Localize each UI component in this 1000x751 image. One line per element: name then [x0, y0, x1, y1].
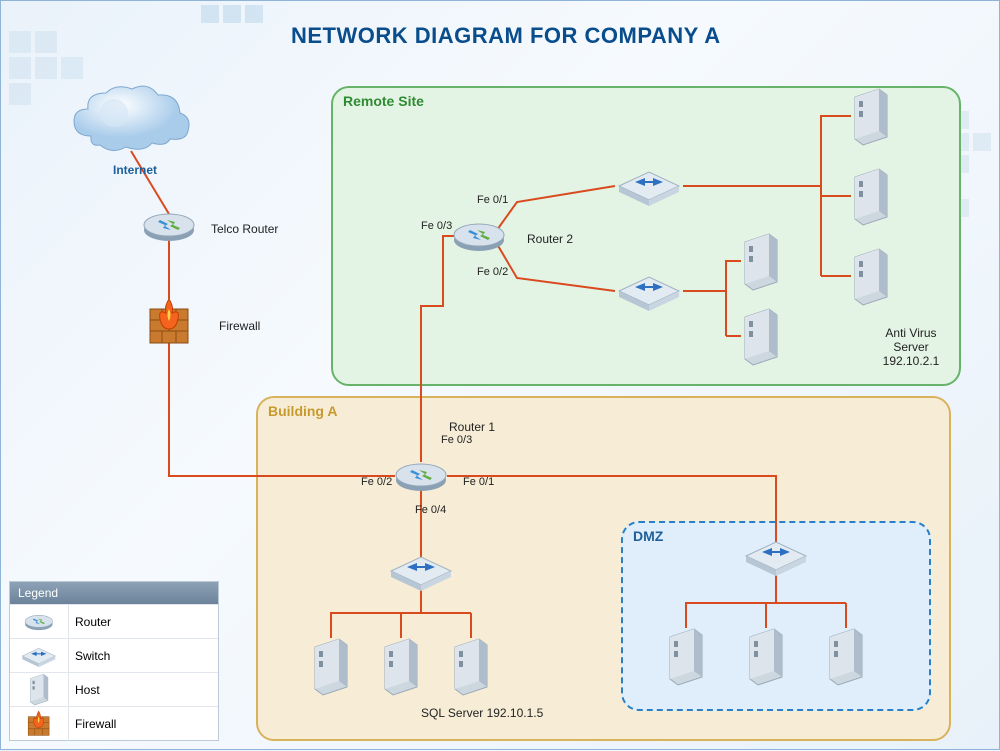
page-title: NETWORK DIAGRAM FOR COMPANY A — [291, 23, 721, 49]
node-switchR1 — [613, 166, 685, 211]
legend-label: Switch — [68, 639, 218, 673]
router-icon — [10, 612, 68, 632]
node-hostR4 — [739, 230, 783, 297]
legend-title: Legend — [10, 582, 218, 604]
node-hostB3 — [449, 635, 493, 702]
port-label: Fe 0/3 — [441, 434, 472, 446]
node-label: Anti VirusServer192.10.2.1 — [866, 326, 956, 368]
legend-label: Host — [68, 673, 218, 707]
zone-label: DMZ — [633, 528, 663, 544]
port-label: Fe 0/1 — [477, 194, 508, 206]
legend-row-firewall: Firewall — [10, 706, 218, 740]
node-switchB — [385, 551, 457, 596]
node-label: Telco Router — [211, 222, 278, 236]
node-router2 — [452, 218, 506, 259]
node-hostR1 — [849, 85, 893, 152]
node-hostR5 — [739, 305, 783, 372]
switch-icon — [10, 645, 68, 667]
port-label: Fe 0/1 — [463, 476, 494, 488]
node-hostD3 — [824, 625, 868, 692]
legend-row-switch: Switch — [10, 638, 218, 672]
node-label: Router 1 — [449, 420, 495, 434]
port-label: Fe 0/3 — [421, 220, 452, 232]
node-internet — [66, 81, 196, 166]
node-telco — [142, 208, 196, 249]
legend-panel: Legend RouterSwitchHostFirewall — [9, 581, 219, 741]
node-hostR3 — [849, 245, 893, 312]
firewall-icon — [10, 709, 68, 738]
node-router1 — [394, 458, 448, 499]
node-hostB1 — [309, 635, 353, 702]
node-hostR2 — [849, 165, 893, 232]
legend-label: Firewall — [68, 707, 218, 741]
node-firewall — [146, 295, 192, 352]
node-hostD1 — [664, 625, 708, 692]
port-label: Fe 0/2 — [361, 476, 392, 488]
port-label: Fe 0/2 — [477, 266, 508, 278]
port-label: Fe 0/4 — [415, 504, 446, 516]
node-hostD2 — [744, 625, 788, 692]
legend-row-router: Router — [10, 604, 218, 638]
node-label: Internet — [113, 163, 157, 177]
node-switchR2 — [613, 271, 685, 316]
legend-row-host: Host — [10, 672, 218, 706]
zone-label: Building A — [268, 403, 337, 419]
node-label: Router 2 — [527, 232, 573, 246]
host-icon — [10, 672, 68, 706]
node-switchD — [740, 536, 812, 581]
node-label: Firewall — [219, 319, 260, 333]
zone-label: Remote Site — [343, 93, 424, 109]
legend-label: Router — [68, 605, 218, 639]
node-hostB2 — [379, 635, 423, 702]
node-label: SQL Server 192.10.1.5 — [421, 706, 543, 720]
